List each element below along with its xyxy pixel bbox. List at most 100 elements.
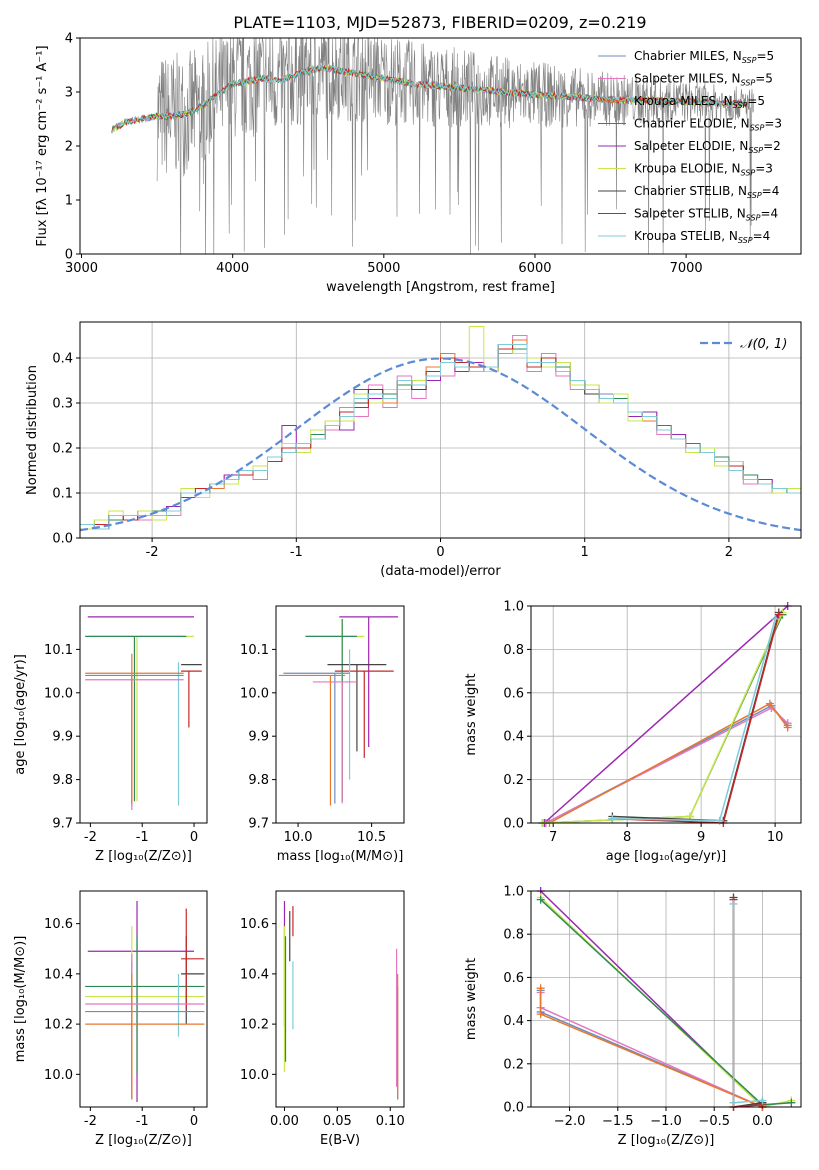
spectrum-lines xyxy=(111,38,755,254)
y-tick-label: 2 xyxy=(65,140,73,155)
legend-entry: Kroupa MILES, NSSP=5 xyxy=(634,94,765,110)
y-tick-label: 1.0 xyxy=(503,600,524,615)
normal-legend-label: 𝒩(0, 1) xyxy=(740,337,787,352)
y-axis-label: mass weight xyxy=(464,958,479,1040)
y-tick-label: 10.0 xyxy=(240,686,269,701)
y-tick-label: 0.1 xyxy=(52,487,73,502)
x-tick-label: 8 xyxy=(623,830,631,845)
observed-spectrum xyxy=(156,38,755,254)
y-tick-label: 0.6 xyxy=(503,686,524,701)
y-tick-label: 10.4 xyxy=(44,967,73,982)
y-tick-label: 10.4 xyxy=(240,967,269,982)
figure-title: PLATE=1103, MJD=52873, FIBERID=0209, z=0… xyxy=(233,13,646,32)
weight-marker-chabrier_elodie xyxy=(787,1098,796,1107)
x-tick-label: 10.0 xyxy=(284,830,313,845)
y-tick-label: 10.1 xyxy=(240,643,269,658)
y-tick-label: 0.4 xyxy=(52,352,73,367)
weight-marker-kroupa_stelib xyxy=(758,1096,767,1105)
massweight_vs_age-frame xyxy=(530,605,802,824)
y-tick-label: 10.6 xyxy=(44,917,73,932)
y-tick-label: 0.0 xyxy=(52,532,73,547)
x-tick-label: 0 xyxy=(190,830,198,845)
y-axis-label: mass weight xyxy=(464,673,479,755)
weight-marker-kroupa_miles xyxy=(536,984,545,993)
x-axis-label: age [log₁₀(age/yr)] xyxy=(606,849,727,864)
y-tick-label: 10.0 xyxy=(240,1068,269,1083)
weight-marker-kroupa_stelib xyxy=(771,615,780,624)
x-tick-label: 1 xyxy=(581,545,589,560)
y-tick-label: 9.9 xyxy=(52,730,73,745)
y-tick-label: 0 xyxy=(65,248,73,263)
x-tick-label: 7 xyxy=(549,830,557,845)
legend-entry: Kroupa STELIB, NSSP=4 xyxy=(634,229,770,245)
mass_vs_EBV-frame xyxy=(275,890,405,1108)
y-tick-label: 3 xyxy=(65,86,73,101)
x-tick-label: 4000 xyxy=(216,261,249,276)
legend-entry: Salpeter STELIB, NSSP=4 xyxy=(634,207,778,223)
legend-entry: Chabrier STELIB, NSSP=4 xyxy=(634,184,779,200)
histogram-chabrier_stelib xyxy=(80,344,801,530)
y-tick-label: 4 xyxy=(65,32,73,47)
x-tick-label: -1 xyxy=(290,545,303,560)
x-tick-label: 0.10 xyxy=(376,1114,405,1129)
x-tick-label: 0.0 xyxy=(752,1114,773,1129)
y-tick-label: 0.2 xyxy=(503,773,524,788)
residuals-frame xyxy=(79,321,802,539)
x-tick-label: 0.00 xyxy=(270,1114,299,1129)
mass_vs_EBV-axes: 0.00 0.05 0.10 10.0 10.2 10.4 10.6 xyxy=(240,917,405,1129)
age_vs_mass-axes: 10.0 10.5 9.7 9.8 9.9 10.0 10.1 xyxy=(240,643,386,845)
histogram-chabrier_miles xyxy=(80,344,801,530)
weight-line-kroupa_miles xyxy=(549,702,789,824)
x-axis-label: Z [log₁₀(Z/Z⊙)] xyxy=(618,1133,715,1148)
spectrum-legend: Chabrier MILES, NSSP=5 Salpeter MILES, NS… xyxy=(598,49,782,245)
weight-marker-kroupa_stelib xyxy=(608,814,617,823)
histogram-lines xyxy=(80,326,801,532)
weight-line-salpeter_elodie xyxy=(543,605,789,824)
y-tick-label: 10.0 xyxy=(44,1068,73,1083)
y-tick-label: 10.0 xyxy=(44,686,73,701)
x-tick-label: 5000 xyxy=(367,261,400,276)
weight-line-salpeter_stelib xyxy=(612,614,780,824)
x-axis-label: E(B-V) xyxy=(320,1133,360,1148)
age_vs_mass-errorbars xyxy=(278,616,399,806)
y-tick-label: 0.8 xyxy=(503,643,524,658)
x-tick-label: -1 xyxy=(136,830,149,845)
y-tick-label: 0.0 xyxy=(503,1101,524,1116)
y-axis-label: Flux [fλ 10⁻¹⁷ erg cm⁻² s⁻¹ A⁻¹] xyxy=(35,45,50,246)
weight-line-chabrier_stelib xyxy=(732,897,763,1108)
weight-marker-kroupa_stelib xyxy=(729,899,738,908)
spectrum-frame xyxy=(79,37,802,255)
x-tick-label: 0.05 xyxy=(323,1114,352,1129)
y-tick-label: 10.2 xyxy=(240,1018,269,1033)
y-tick-label: 0.3 xyxy=(52,397,73,412)
legend-entry: Chabrier ELODIE, NSSP=3 xyxy=(634,117,782,133)
y-tick-label: 0.0 xyxy=(503,817,524,832)
weight-marker-kroupa_miles xyxy=(783,723,792,732)
x-axis-label: Z [log₁₀(Z/Z⊙)] xyxy=(95,849,192,864)
age_vs_mass-frame xyxy=(275,605,405,824)
y-axis-label: mass [log₁₀(M/M⊙)] xyxy=(13,936,28,1063)
y-tick-label: 10.1 xyxy=(44,643,73,658)
y-tick-label: 0.6 xyxy=(503,971,524,986)
y-tick-label: 9.8 xyxy=(52,773,73,788)
x-tick-label: 3000 xyxy=(65,261,98,276)
y-axis-label: age [log₁₀(age/yr)] xyxy=(13,654,28,775)
x-tick-label: 10 xyxy=(767,830,784,845)
x-tick-label: -2 xyxy=(146,545,159,560)
weight-line-salpeter_stelib xyxy=(732,899,763,1108)
residuals-axes: -2 -1 0 1 2 0.0 0.1 0.2 0.3 0.4 xyxy=(52,322,801,560)
histogram-kroupa_stelib xyxy=(80,344,801,530)
x-tick-label: 7000 xyxy=(670,261,703,276)
normal-curve xyxy=(80,357,801,532)
mass_vs_Z-frame xyxy=(79,890,208,1108)
massweight_vs_age-lines xyxy=(538,602,792,827)
y-tick-label: 9.7 xyxy=(52,817,73,832)
histogram-kroupa_miles xyxy=(80,339,801,530)
weight-line-chabrier_miles xyxy=(539,990,764,1109)
y-tick-label: 9.9 xyxy=(248,730,269,745)
y-tick-label: 9.8 xyxy=(248,773,269,788)
x-tick-label: 2 xyxy=(725,545,733,560)
massweight_vs_Z-frame xyxy=(530,890,802,1108)
age_vs_Z-frame xyxy=(79,605,208,824)
